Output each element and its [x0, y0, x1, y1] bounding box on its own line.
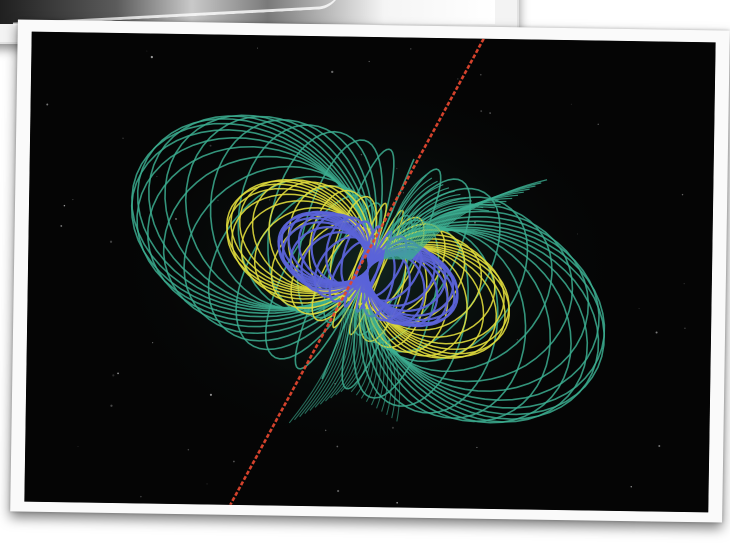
- star: [146, 50, 148, 52]
- star: [112, 374, 115, 377]
- inner-field-line: [366, 251, 459, 321]
- jet-strand: [388, 187, 450, 260]
- jet-strand: [304, 308, 349, 414]
- star: [630, 486, 632, 488]
- star: [681, 193, 684, 196]
- star: [410, 48, 412, 50]
- jet-strand: [401, 200, 507, 260]
- star: [476, 446, 478, 448]
- outer-field-line: [237, 124, 375, 313]
- magnetic-field-image: [24, 31, 716, 513]
- outer-field-line: [359, 178, 472, 344]
- rotation-axis: [229, 38, 485, 506]
- star: [63, 204, 66, 207]
- inner-field-line: [340, 220, 375, 288]
- outer-field-line: [296, 139, 383, 319]
- polar-field-jets: [288, 174, 548, 424]
- jet-strand: [367, 308, 392, 416]
- jet-strand: [407, 185, 536, 260]
- star: [457, 78, 459, 80]
- jet-strand: [319, 308, 354, 405]
- star: [684, 327, 686, 329]
- star: [122, 137, 124, 140]
- star: [396, 501, 399, 504]
- outer-field-line: [342, 158, 415, 329]
- jet-strand: [409, 182, 542, 261]
- jet-strand: [335, 308, 361, 396]
- star: [233, 460, 235, 463]
- star: [337, 489, 340, 493]
- axis-line: [229, 38, 485, 506]
- jet-strand: [350, 308, 369, 393]
- jet-strand: [383, 174, 427, 260]
- star: [331, 70, 334, 74]
- star: [206, 483, 208, 485]
- star: [110, 404, 113, 407]
- inner-field-line: [353, 225, 381, 291]
- jet-strand: [363, 308, 381, 406]
- jet-strand: [325, 308, 356, 402]
- star: [658, 444, 661, 447]
- jet-strand: [404, 194, 519, 260]
- jet-strand: [387, 183, 444, 260]
- star: [257, 47, 259, 49]
- star: [117, 372, 119, 375]
- star: [479, 73, 482, 76]
- jet-strand: [360, 308, 375, 399]
- jet-strand: [410, 179, 548, 261]
- jet-strand: [368, 308, 397, 419]
- star: [187, 448, 190, 451]
- star: [683, 283, 685, 285]
- jet-strand: [355, 308, 372, 396]
- inner-field-line: [365, 239, 423, 302]
- star: [60, 225, 63, 227]
- star: [597, 123, 599, 126]
- jet-strand: [314, 308, 352, 408]
- star: [570, 103, 572, 105]
- star: [46, 103, 49, 106]
- inner-field-line: [364, 235, 408, 298]
- jet-strand: [369, 308, 401, 422]
- jet-strand: [406, 188, 530, 260]
- jet-strand: [405, 191, 524, 260]
- jet-strand: [398, 206, 495, 260]
- jet-strand: [384, 177, 433, 260]
- star: [655, 331, 658, 334]
- jet-strand: [340, 308, 363, 393]
- jet-strand: [294, 308, 346, 421]
- jet-strand: [392, 197, 467, 260]
- jet-strand: [391, 193, 461, 260]
- jet-strand: [309, 308, 350, 411]
- jet-strand: [364, 308, 385, 409]
- jet-strand: [362, 308, 378, 403]
- jet-strand: [386, 180, 438, 260]
- jet-strand: [299, 308, 347, 418]
- magnetic-field-render: [24, 31, 716, 513]
- jet-strand: [400, 203, 501, 260]
- jet-strand: [395, 203, 478, 260]
- polaroid-photo: [10, 19, 730, 523]
- star: [77, 446, 79, 448]
- inner-field-line: [325, 216, 372, 286]
- jet-strand: [393, 200, 472, 260]
- star: [140, 495, 142, 498]
- jet-strand: [397, 208, 490, 260]
- star: [368, 60, 370, 63]
- jet-strand: [345, 308, 366, 390]
- jet-strand: [402, 197, 513, 260]
- jet-strand: [389, 190, 455, 260]
- jet-strand: [365, 308, 389, 412]
- star: [150, 55, 153, 59]
- jet-strand: [288, 308, 344, 424]
- jet-strand: [330, 308, 358, 399]
- star: [72, 198, 74, 201]
- star: [638, 307, 640, 309]
